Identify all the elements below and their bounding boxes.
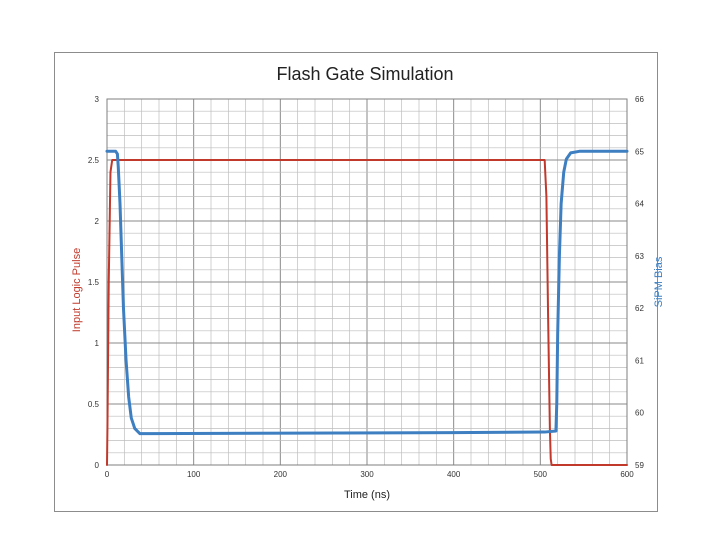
series-group [105, 149, 629, 466]
y-right-tick-label: 65 [635, 147, 644, 156]
y-right-tick-label: 64 [635, 200, 644, 209]
series-line-input-pulse [106, 159, 628, 466]
y-axis-left-ticks: 0 0.5 1 1.5 2 2.5 3 [88, 95, 100, 470]
x-tick-label: 100 [187, 470, 201, 479]
chart-title: Flash Gate Simulation [276, 64, 453, 84]
x-axis-label: Time (ns) [344, 489, 390, 501]
y-right-tick-label: 61 [635, 356, 644, 365]
y-axis-right-ticks: 59 60 61 62 63 64 65 66 [635, 95, 644, 470]
y-left-tick-label: 1.5 [88, 278, 100, 287]
y-left-tick-label: 0.5 [88, 400, 100, 409]
x-tick-label: 500 [534, 470, 548, 479]
series-line-sipm-bias [105, 149, 629, 436]
y-right-tick-label: 59 [635, 461, 644, 470]
plot-area [106, 98, 628, 466]
y-axis-right-label: SiPM Bias [653, 256, 665, 307]
x-tick-label: 200 [274, 470, 288, 479]
x-tick-label: 0 [105, 470, 110, 479]
x-axis-ticks: 0 100 200 300 400 500 600 [105, 470, 634, 479]
y-axis-left-label: Input Logic Pulse [71, 248, 83, 332]
y-right-tick-label: 60 [635, 409, 644, 418]
y-left-tick-label: 1 [95, 339, 100, 348]
y-right-tick-label: 63 [635, 252, 644, 261]
y-left-tick-label: 2.5 [88, 156, 100, 165]
y-right-tick-label: 66 [635, 95, 644, 104]
y-right-tick-label: 62 [635, 304, 644, 313]
y-left-tick-label: 0 [95, 461, 100, 470]
x-tick-label: 300 [360, 470, 374, 479]
x-tick-label: 400 [447, 470, 461, 479]
y-left-tick-label: 3 [95, 95, 100, 104]
y-left-tick-label: 2 [95, 217, 100, 226]
x-tick-label: 600 [620, 470, 634, 479]
